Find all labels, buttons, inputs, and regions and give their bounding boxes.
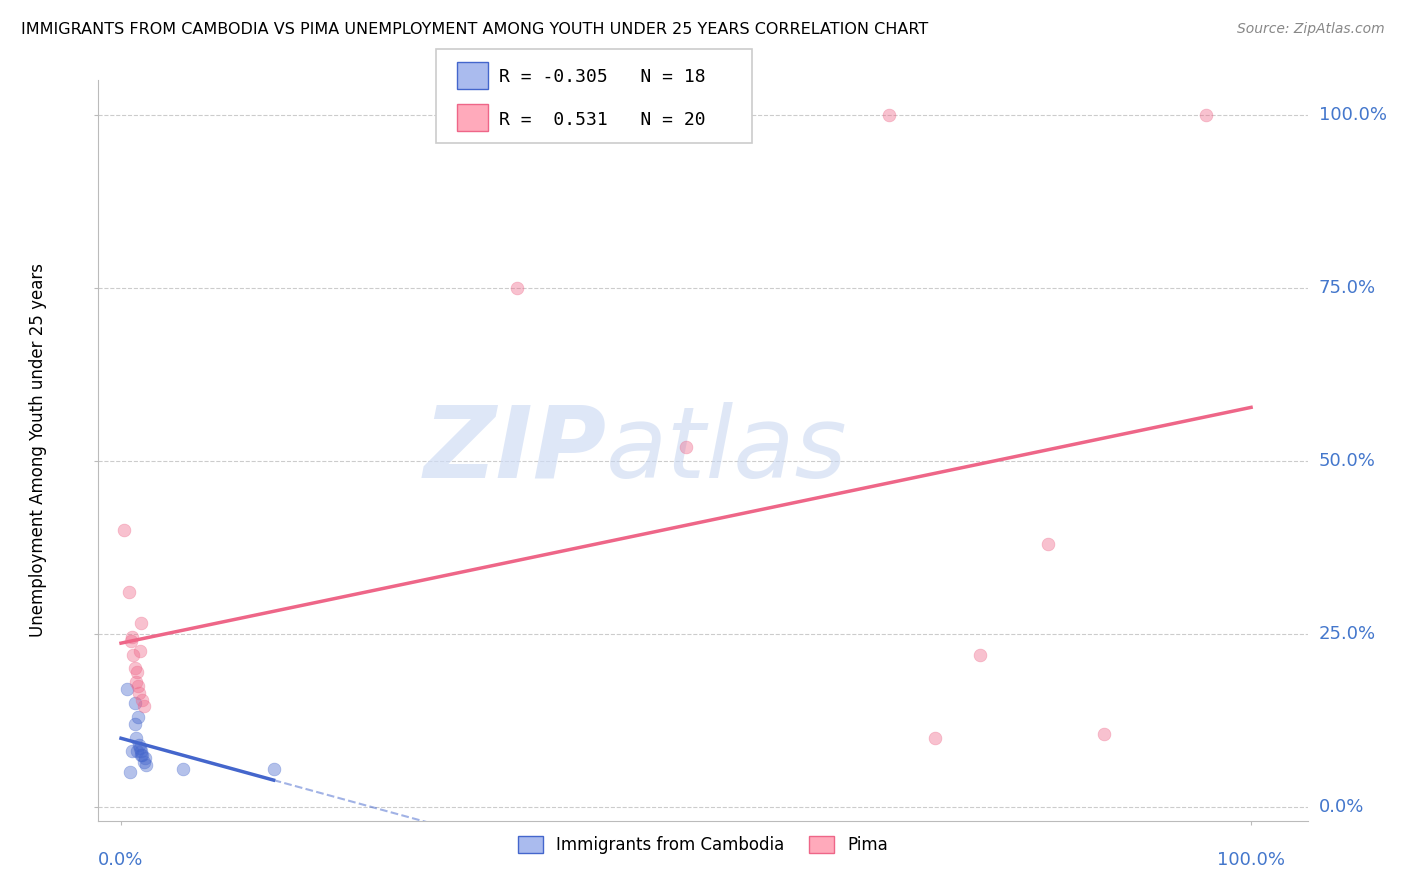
Text: 0.0%: 0.0% xyxy=(98,851,143,869)
Point xyxy=(131,747,153,762)
Legend: Immigrants from Cambodia, Pima: Immigrants from Cambodia, Pima xyxy=(510,829,896,861)
Point xyxy=(122,648,145,662)
Point xyxy=(1036,537,1059,551)
Point xyxy=(125,744,148,758)
Point xyxy=(125,675,148,690)
Point xyxy=(131,616,153,631)
Point xyxy=(969,648,991,662)
Point xyxy=(135,758,157,772)
Point xyxy=(675,440,697,454)
Text: Source: ZipAtlas.com: Source: ZipAtlas.com xyxy=(1237,22,1385,37)
Point xyxy=(505,281,527,295)
Point xyxy=(131,747,153,762)
Text: Unemployment Among Youth under 25 years: Unemployment Among Youth under 25 years xyxy=(30,263,46,638)
Text: 0.0%: 0.0% xyxy=(1319,797,1364,816)
Text: 100.0%: 100.0% xyxy=(1319,106,1386,124)
Point xyxy=(1195,108,1218,122)
Text: atlas: atlas xyxy=(606,402,848,499)
Point xyxy=(132,755,155,769)
Point xyxy=(115,682,138,697)
Point xyxy=(129,644,152,658)
Text: R =  0.531   N = 20: R = 0.531 N = 20 xyxy=(499,111,706,128)
Point xyxy=(121,630,143,644)
Text: IMMIGRANTS FROM CAMBODIA VS PIMA UNEMPLOYMENT AMONG YOUTH UNDER 25 YEARS CORRELA: IMMIGRANTS FROM CAMBODIA VS PIMA UNEMPLO… xyxy=(21,22,928,37)
Point xyxy=(128,738,150,752)
Point xyxy=(132,699,155,714)
Point xyxy=(129,741,152,756)
Text: 75.0%: 75.0% xyxy=(1319,279,1376,297)
Point xyxy=(879,108,901,122)
Point xyxy=(131,744,153,758)
Point xyxy=(127,679,149,693)
Text: 25.0%: 25.0% xyxy=(1319,624,1376,643)
Point xyxy=(124,716,146,731)
Point xyxy=(120,765,142,780)
Text: 100.0%: 100.0% xyxy=(1218,851,1285,869)
Point xyxy=(124,696,146,710)
Point xyxy=(125,665,148,679)
Point xyxy=(124,661,146,675)
Point xyxy=(924,731,946,745)
Point xyxy=(134,751,156,765)
Point xyxy=(127,710,149,724)
Point xyxy=(125,731,148,745)
Point xyxy=(172,762,194,776)
Text: 50.0%: 50.0% xyxy=(1319,452,1375,470)
Point xyxy=(120,633,142,648)
Point xyxy=(128,685,150,699)
Text: ZIP: ZIP xyxy=(423,402,606,499)
Text: R = -0.305   N = 18: R = -0.305 N = 18 xyxy=(499,69,706,87)
Point xyxy=(112,523,135,537)
Point xyxy=(131,692,153,706)
Point xyxy=(1092,727,1115,741)
Point xyxy=(263,762,285,776)
Point xyxy=(121,744,143,758)
Point xyxy=(118,585,141,599)
